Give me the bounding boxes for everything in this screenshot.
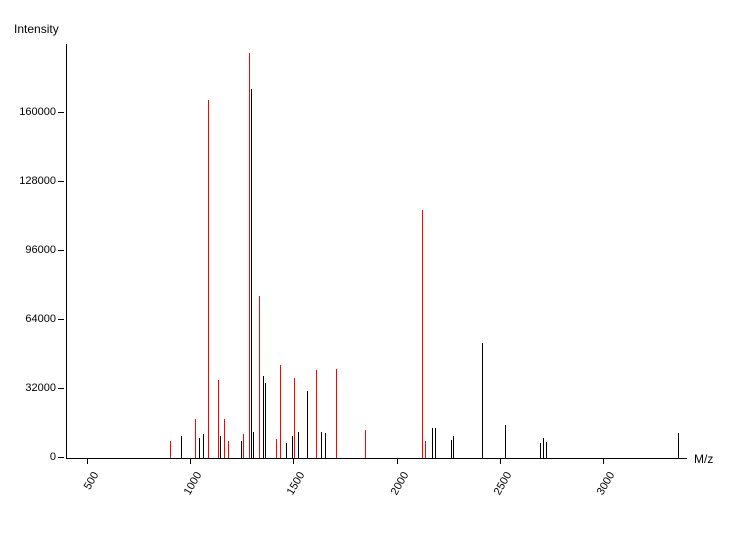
y-tick: 32000 <box>25 382 56 394</box>
spectrum-peak <box>253 432 254 458</box>
spectrum-peak <box>307 391 308 458</box>
x-axis-label: M/z <box>694 452 713 466</box>
y-axis-label: Intensity <box>14 22 59 36</box>
spectrum-peak <box>546 442 547 458</box>
x-tick: 1500 <box>280 470 307 505</box>
spectrum-peak <box>218 380 219 458</box>
spectrum-peak <box>286 443 287 458</box>
x-tick: 500 <box>74 470 101 505</box>
spectrum-peak <box>505 425 506 458</box>
spectrum-peak <box>195 419 196 458</box>
spectrum-peak <box>280 365 281 458</box>
spectrum-peak <box>292 436 293 458</box>
spectrum-peak <box>453 436 454 458</box>
spectrum-peak <box>199 438 200 458</box>
x-tick: 2500 <box>487 470 514 505</box>
spectrum-peak <box>298 432 299 458</box>
x-tick-mark <box>500 458 501 464</box>
spectrum-peak <box>543 438 544 458</box>
x-tick-mark <box>87 458 88 464</box>
spectrum-peak <box>170 441 171 458</box>
spectrum-peak <box>422 210 423 458</box>
spectrum-peak <box>321 432 322 458</box>
x-tick-mark <box>603 458 604 464</box>
spectrum-peak <box>365 430 366 458</box>
spectrum-peak <box>678 433 679 458</box>
spectrum-peak <box>451 440 452 458</box>
x-tick: 3000 <box>590 470 617 505</box>
y-tick: 0 <box>50 451 56 463</box>
spectrum-peak <box>228 441 229 458</box>
spectrum-peak <box>208 100 209 458</box>
spectrum-peak <box>276 439 277 458</box>
spectrum-peak <box>325 433 326 458</box>
spectrum-peak <box>432 428 433 458</box>
spectrum-peak <box>435 428 436 458</box>
spectrum-peak <box>251 89 252 458</box>
spectrum-peak <box>336 369 337 458</box>
spectrum-peak <box>259 296 260 458</box>
y-tick: 160000 <box>19 106 56 118</box>
plot-area <box>66 44 687 459</box>
spectrum-peak <box>294 378 295 458</box>
spectrum-peak <box>220 436 221 458</box>
x-tick-mark <box>190 458 191 464</box>
spectrum-peak <box>181 436 182 458</box>
x-tick: 1000 <box>177 470 204 505</box>
spectrum-peak <box>249 53 250 458</box>
spectrum-peak <box>540 443 541 458</box>
spectrum-peak <box>316 370 317 458</box>
spectrum-peak <box>243 434 244 458</box>
spectrum-peak <box>425 441 426 458</box>
spectrum-peak <box>482 343 483 458</box>
spectrum-peak <box>203 434 204 458</box>
x-tick: 2000 <box>384 470 411 505</box>
y-tick: 128000 <box>19 175 56 187</box>
spectrum-peak <box>241 441 242 458</box>
spectrum-peak <box>224 419 225 458</box>
y-tick: 96000 <box>25 244 56 256</box>
y-tick: 64000 <box>25 313 56 325</box>
x-tick-mark <box>293 458 294 464</box>
mass-spectrum-chart: Intensity M/z 0 32000 64000 96000 128000 1600… <box>0 0 750 540</box>
spectrum-peak <box>265 383 266 458</box>
x-tick-mark <box>397 458 398 464</box>
